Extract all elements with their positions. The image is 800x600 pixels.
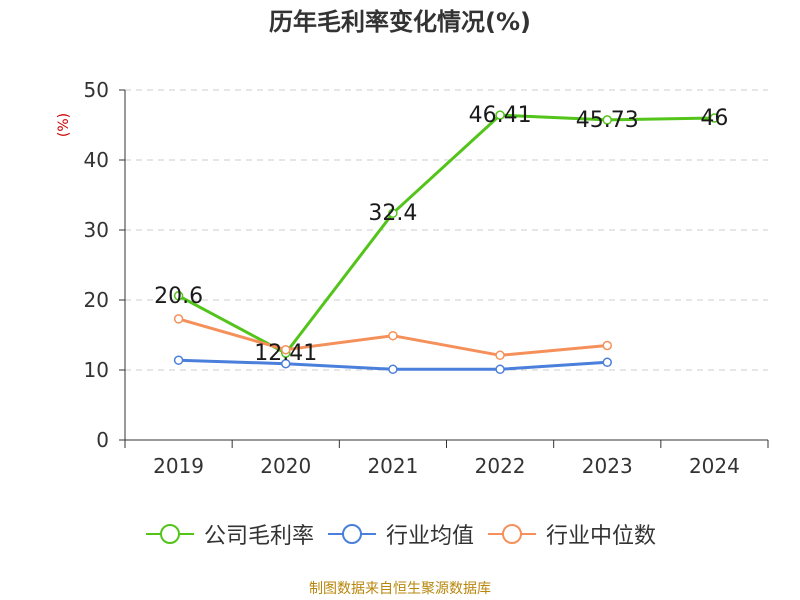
y-tick-label: 10 [84, 358, 109, 382]
legend-marker-circle [341, 524, 362, 544]
data-point [173, 355, 184, 365]
data-point [602, 115, 612, 125]
data-point [281, 344, 291, 355]
x-tick-label: 2022 [475, 454, 526, 478]
source-note: 制图数据来自恒生聚源数据库 [309, 581, 491, 597]
data-label: 20.6 [154, 284, 203, 309]
y-tick-label: 40 [84, 148, 109, 172]
y-tick-label: 0 [96, 428, 109, 452]
legend-marker [327, 524, 376, 544]
data-point [495, 350, 505, 361]
legend-marker-circle [159, 524, 180, 544]
y-tick-label: 30 [84, 218, 109, 242]
x-tick-label: 2021 [367, 454, 418, 478]
x-tick-label: 2019 [153, 454, 204, 478]
legend-label: 行业均值 [385, 524, 474, 549]
legend-marker [488, 524, 536, 544]
data-label: 45.73 [576, 108, 639, 133]
y-tick-label: 20 [84, 288, 109, 312]
x-tick-label: 2024 [689, 454, 740, 478]
data-point [173, 314, 184, 324]
data-point [388, 364, 398, 375]
legend-label: 公司毛利率 [203, 524, 314, 549]
y-tick-label: 50 [84, 78, 109, 102]
legend-marker [145, 524, 194, 544]
data-label: 46 [700, 106, 728, 131]
data-point [495, 364, 505, 375]
data-point [602, 357, 612, 368]
data-point [388, 208, 398, 218]
legend-label: 行业中位数 [546, 524, 657, 549]
data-label: 32.4 [368, 201, 417, 226]
legend-marker-circle [502, 524, 522, 544]
series-line-0 [177, 113, 715, 355]
x-tick-label: 2020 [260, 454, 311, 478]
series-lines [173, 110, 720, 375]
data-point [281, 358, 291, 369]
chart-title: 历年毛利率变化情况(%) [269, 8, 531, 36]
legend: 公司毛利率 行业均值 行业中位数 [0, 518, 800, 552]
data-point [602, 340, 612, 351]
legend-item[interactable]: 行业中位数 [486, 518, 656, 550]
data-point [709, 113, 720, 123]
grid-lines [125, 89, 768, 371]
data-point [495, 110, 505, 120]
axes: 0 10 20 30 40 50 2019 2020 2021 2022 2023 2024 (%) [56, 78, 769, 478]
data-labels: 20.6 12.41 32.4 46.41 45.73 46 [154, 103, 728, 366]
data-label: 12.41 [254, 341, 317, 366]
y-axis-title: (%) [56, 113, 72, 137]
data-point [388, 330, 398, 341]
legend-item[interactable]: 行业均值 [326, 518, 474, 550]
legend-item[interactable]: 公司毛利率 [144, 518, 314, 550]
data-label: 46.41 [469, 103, 532, 128]
x-tick-label: 2023 [582, 454, 633, 478]
data-point [173, 291, 184, 301]
